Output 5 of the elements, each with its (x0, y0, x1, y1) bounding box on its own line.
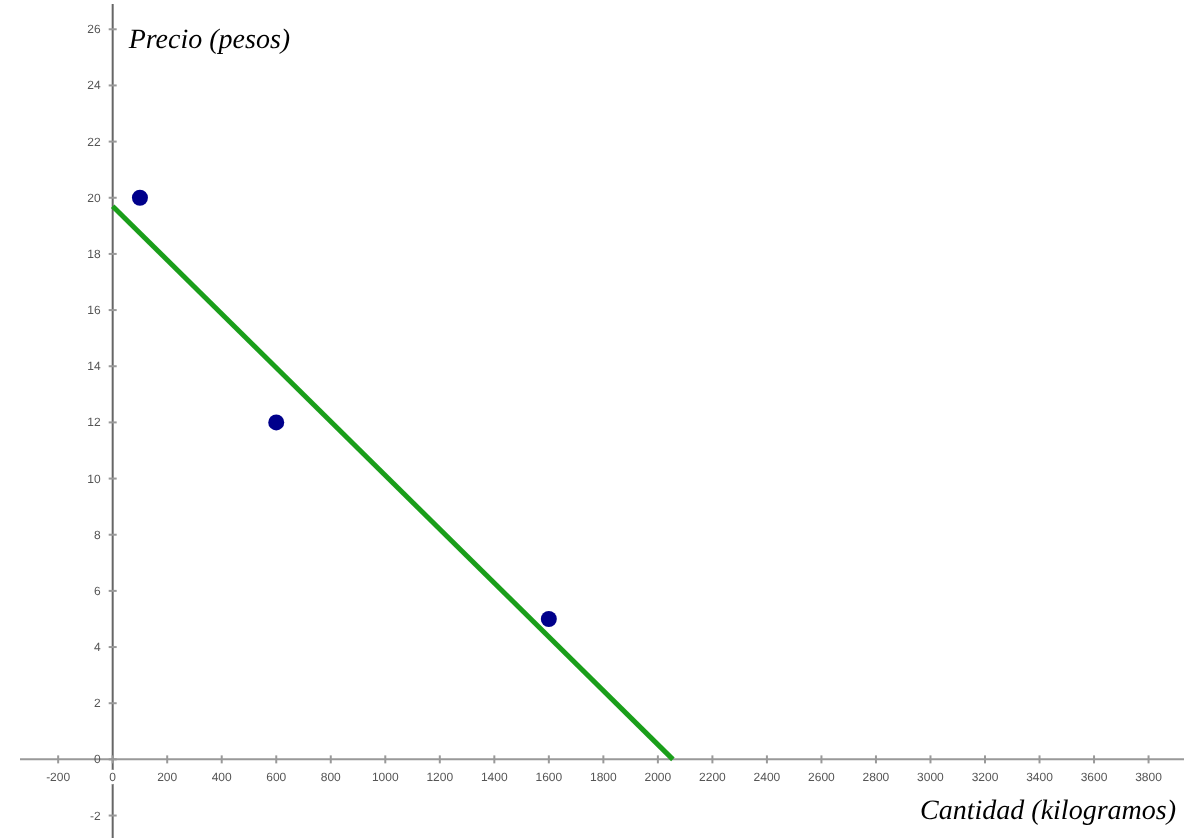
y-axis-title: Precio (pesos) (126, 26, 291, 56)
x-axis-title: Cantidad (kilogramos) (920, 797, 1177, 828)
point (540, 610, 557, 627)
point (268, 414, 285, 431)
point (131, 189, 148, 206)
